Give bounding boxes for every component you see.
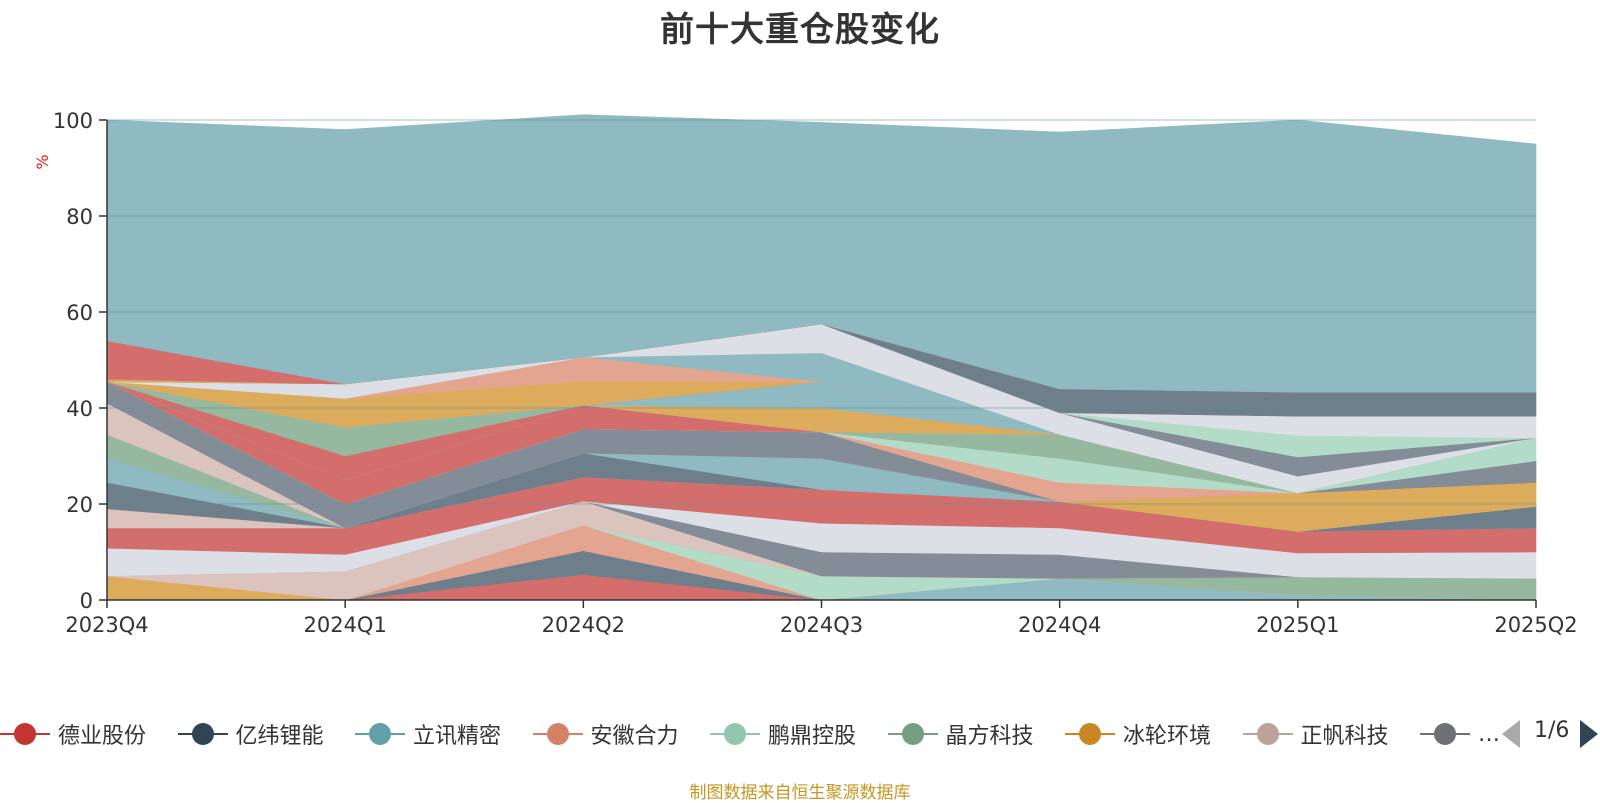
legend-marker-icon (177, 721, 228, 747)
legend-item[interactable]: 鹏鼎控股 (710, 716, 856, 752)
y-tick-label: 40 (66, 397, 93, 421)
legend-item[interactable]: 立讯精密 (355, 716, 501, 752)
legend-label: 晶方科技 (945, 724, 1034, 749)
x-tick-label: 2025Q2 (1494, 613, 1577, 637)
stacked-area-chart: 0 20 40 60 80 100 2023Q4 2024Q1 2024Q2 2024Q3 2024… (33, 109, 1578, 637)
legend-label: 鹏鼎控股 (768, 724, 857, 749)
legend-label: … (1478, 721, 1500, 747)
legend-marker-icon (1420, 721, 1470, 747)
legend-item[interactable]: 亿纬锂能 (177, 716, 324, 752)
legend: 德业股份 亿纬锂能 立讯精密 安徽合力 鹏鼎控股 晶方科技 冰轮环境 正帆科技 … (0, 716, 1500, 752)
x-tick-label: 2024Q4 (1018, 613, 1101, 637)
legend-item[interactable]: 冰轮环境 (1065, 716, 1211, 752)
y-tick-label: 0 (80, 589, 93, 613)
legend-label: 正帆科技 (1300, 724, 1389, 749)
y-axis-unit: % (33, 154, 52, 169)
chart-title: 前十大重仓股变化 (660, 10, 940, 50)
legend-marker-icon (532, 721, 583, 747)
x-tick-label: 2025Q1 (1256, 613, 1339, 637)
legend-pager: 1/6 (1500, 716, 1600, 752)
legend-label: 德业股份 (58, 724, 147, 749)
legend-item[interactable]: … (1420, 716, 1500, 752)
legend-marker-icon (1065, 721, 1115, 747)
legend-label: 安徽合力 (590, 724, 679, 749)
pager-prev-arrow-icon[interactable] (1502, 720, 1520, 748)
legend-label: 立讯精密 (413, 724, 502, 749)
x-tick-label: 2024Q1 (303, 613, 386, 637)
legend-item[interactable]: 德业股份 (0, 716, 146, 752)
legend-item[interactable]: 晶方科技 (887, 716, 1034, 752)
y-tick-label: 80 (66, 205, 93, 229)
legend-marker-icon (1242, 721, 1293, 747)
axes: 0 20 40 60 80 100 2023Q4 2024Q1 2024Q2 2024Q3 2024… (53, 109, 1578, 637)
legend-marker-icon (0, 721, 50, 747)
data-source-note: 制图数据来自恒生聚源数据库 (689, 783, 911, 803)
legend-marker-icon (887, 721, 938, 747)
y-tick-label: 100 (53, 109, 93, 133)
x-tick-label: 2023Q4 (65, 613, 148, 637)
legend-label: 冰轮环境 (1123, 724, 1212, 749)
y-tick-label: 20 (66, 493, 93, 517)
legend-label: 亿纬锂能 (235, 724, 324, 749)
legend-item[interactable]: 正帆科技 (1242, 716, 1389, 752)
legend-marker-icon (710, 721, 760, 747)
pager-next-arrow-icon[interactable] (1580, 720, 1598, 748)
pager-text: 1/6 (1534, 718, 1570, 743)
legend-marker-icon (355, 721, 405, 747)
area-series-38 (106, 114, 1537, 393)
x-tick-label: 2024Q2 (542, 613, 625, 637)
legend-item[interactable]: 安徽合力 (532, 716, 679, 752)
grid-lines (107, 119, 1536, 505)
y-tick-label: 60 (66, 301, 93, 325)
x-tick-label: 2024Q3 (780, 613, 863, 637)
area-series-group (106, 114, 1537, 601)
